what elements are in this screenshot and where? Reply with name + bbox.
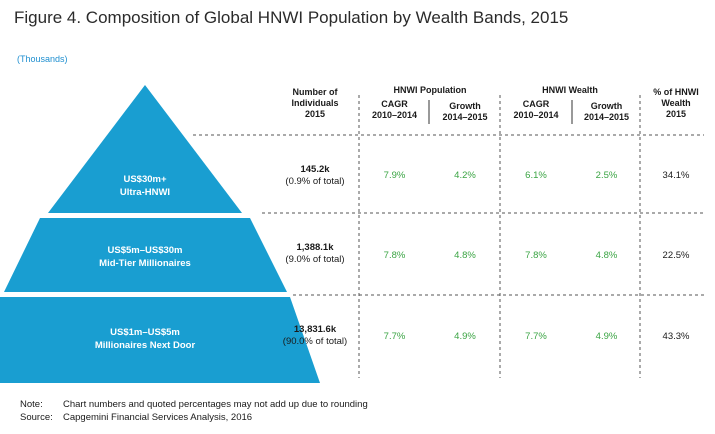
pyramid-tier-top	[48, 85, 242, 213]
tier-label-mid: US$5m–US$30m Mid-Tier Millionaires	[60, 244, 230, 270]
table-row-cell-pop-cagr: 7.7%	[383, 331, 406, 342]
source-key: Source:	[20, 412, 53, 423]
tier-range: US$30m+	[123, 174, 167, 185]
tier-range: US$5m–US$30m	[107, 245, 183, 256]
tier-name: Ultra-HNWI	[119, 187, 171, 198]
table-row-cell-individuals: 1,388.1k (9.0% of total)	[285, 242, 345, 265]
table-row-cell-pop-cagr: 7.8%	[383, 250, 406, 261]
tier-name: Mid-Tier Millionaires	[99, 258, 191, 269]
header-individuals: Number of Individuals 2015	[291, 87, 339, 119]
table-row-cell-wealth-growth: 2.5%	[595, 170, 618, 181]
table-row-cell-pop-growth: 4.8%	[454, 250, 476, 261]
table-row-cell-pct-wealth: 22.5%	[662, 250, 690, 261]
table-row-cell-wealth-cagr: 6.1%	[525, 170, 547, 181]
table-row-cell-individuals: 13,831.6k (90.0% of total)	[282, 324, 348, 347]
tier-label-ultra: US$30m+ Ultra-HNWI	[84, 173, 206, 199]
header-population-group: HNWI Population	[393, 85, 467, 95]
table-row-cell-pct-wealth: 34.1%	[662, 170, 690, 181]
figure-title: Figure 4. Composition of Global HNWI Pop…	[14, 8, 569, 27]
note-text: Chart numbers and quoted percentages may…	[63, 399, 368, 410]
header-pop-cagr: CAGR 2010–2014	[371, 99, 418, 120]
units-label: (Thousands)	[17, 54, 68, 64]
header-wealth-cagr: CAGR 2010–2014	[513, 99, 559, 120]
table-row-cell-pop-cagr: 7.9%	[383, 170, 406, 181]
header-wealth-group: HNWI Wealth	[542, 85, 598, 95]
note-line: Note: Chart numbers and quoted percentage…	[20, 399, 368, 410]
table-row-cell-wealth-growth: 4.9%	[595, 331, 618, 342]
tier-name: Millionaires Next Door	[94, 340, 196, 351]
table-row-cell-pop-growth: 4.2%	[454, 170, 476, 181]
header-wealth-growth: Growth 2014–2015	[583, 101, 630, 122]
table-row-cell-pct-wealth: 43.3%	[662, 331, 690, 342]
note-key: Note:	[20, 399, 43, 410]
pyramid-tier-bottom	[0, 297, 320, 383]
source-text: Capgemini Financial Services Analysis, 2…	[63, 412, 253, 423]
table-row-cell-individuals: 145.2k (0.9% of total)	[285, 164, 345, 187]
table-row-cell-wealth-cagr: 7.7%	[525, 331, 547, 342]
tier-range: US$1m–US$5m	[110, 327, 180, 338]
header-pct-wealth: % of HNWI Wealth 2015	[653, 87, 699, 119]
tier-label-next-door: US$1m–US$5m Millionaires Next Door	[60, 326, 230, 352]
table-row-cell-wealth-cagr: 7.8%	[525, 250, 547, 261]
table-row-cell-wealth-growth: 4.8%	[595, 250, 618, 261]
header-pop-growth: Growth 2014–2015	[442, 101, 488, 122]
table-row-cell-pop-growth: 4.9%	[454, 331, 476, 342]
source-line: Source: Capgemini Financial Services Anal…	[20, 412, 252, 423]
pyramid-tier-middle	[4, 218, 287, 292]
